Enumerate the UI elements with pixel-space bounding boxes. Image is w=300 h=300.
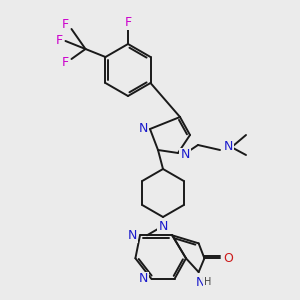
Text: O: O [224,252,233,265]
Text: N: N [139,272,148,286]
Text: N: N [138,122,148,136]
Text: N: N [180,148,190,161]
Text: F: F [62,56,69,70]
Text: N: N [158,220,168,232]
Text: N: N [127,229,137,242]
Text: N: N [196,276,205,289]
Text: N: N [223,140,233,154]
Text: F: F [56,34,63,47]
Text: F: F [62,19,69,32]
Text: F: F [124,16,132,28]
Text: H: H [204,277,211,287]
